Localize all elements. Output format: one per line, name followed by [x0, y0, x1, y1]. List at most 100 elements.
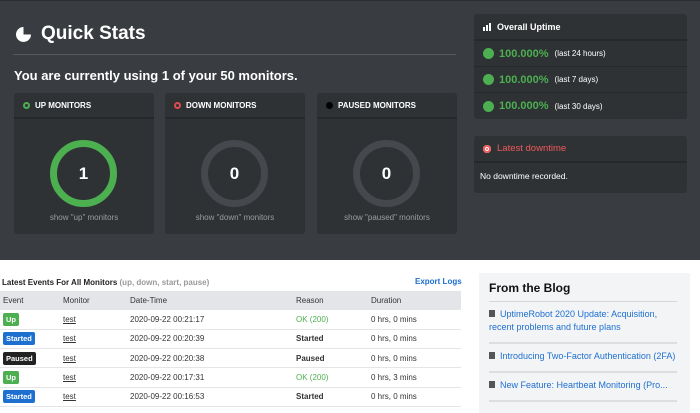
event-badge: Up [3, 312, 19, 326]
duration-cell: 0 hrs, 3 mins [368, 367, 461, 388]
status-dot-icon [484, 101, 493, 111]
uptime-value: 100.000% [499, 73, 549, 86]
paused-monitors-box: PAUSED MONITORS 0 show "paused" monitors [317, 93, 457, 234]
uptime-value: 100.000% [499, 100, 549, 112]
monitor-link[interactable]: test [63, 392, 76, 402]
uptime-period: (last 30 days) [554, 101, 603, 111]
blog-link[interactable]: Introducing Two-Factor Authentication (2… [500, 351, 676, 361]
event-cell: Started [0, 329, 60, 350]
duration-cell: 0 hrs, 0 mins [368, 348, 461, 369]
blog-item[interactable]: Introducing Two-Factor Authentication (2… [489, 344, 677, 373]
reason-cell: OK (200) [293, 310, 368, 330]
divider [13, 54, 456, 55]
title-text: Quick Stats [41, 23, 146, 44]
status-dot-icon [326, 101, 333, 109]
box-label: DOWN MONITORS [186, 100, 257, 110]
events-table: Event Monitor Date-Time Reason Duration … [0, 291, 461, 407]
document-icon [489, 381, 495, 388]
reason-cell: Started [293, 329, 368, 350]
monitor-link[interactable]: test [63, 353, 76, 363]
show-down-monitors-link[interactable]: show "down" monitors [195, 213, 275, 222]
event-badge: Up [3, 371, 19, 385]
table-row: Started test 2020-09-22 00:16:53 Started… [0, 387, 461, 407]
blog-link[interactable]: UptimeRobot 2020 Update: Acquisition, re… [489, 309, 658, 332]
reason-cell: Started [293, 387, 368, 407]
col-event: Event [0, 291, 60, 310]
uptime-period: (last 24 hours) [554, 49, 606, 58]
datetime-cell: 2020-09-22 00:16:53 [127, 387, 293, 407]
status-dot-icon [484, 49, 493, 58]
error-circle-icon [483, 144, 491, 153]
monitor-link[interactable]: test [63, 334, 76, 344]
monitor-cell: test [60, 367, 127, 388]
blog-link[interactable]: New Feature: Heartbeat Monitoring (Pro..… [500, 380, 668, 390]
box-label: UP MONITORS [35, 100, 92, 110]
col-datetime: Date-Time [127, 291, 293, 310]
box-label: PAUSED MONITORS [338, 100, 416, 110]
table-row: Up test 2020-09-22 00:21:17 OK (200) 0 h… [0, 310, 461, 330]
event-badge: Paused [3, 351, 36, 365]
uptime-row: 100.000% (last 30 days) [474, 93, 687, 119]
latest-downtime-box: Latest downtime No downtime recorded. [474, 136, 687, 193]
reason-cell: Paused [293, 348, 368, 369]
duration-cell: 0 hrs, 0 mins [368, 387, 461, 407]
events-title: Latest Events For All Monitors (up, down… [2, 278, 209, 287]
blog-title: From the Blog [489, 281, 677, 302]
up-count-ring: 1 [50, 140, 117, 207]
uptime-period: (last 7 days) [554, 75, 599, 84]
monitor-cell: test [60, 387, 127, 407]
uptime-row: 100.000% (last 7 days) [474, 67, 687, 93]
document-icon [489, 352, 495, 359]
quick-stats-panel: Quick Stats You are currently using 1 of… [0, 0, 700, 260]
usage-text: You are currently using 1 of your 50 mon… [14, 68, 298, 83]
event-badge: Started [3, 390, 35, 404]
overall-uptime-box: Overall Uptime 100.000% (last 24 hours) 1… [474, 14, 687, 119]
datetime-cell: 2020-09-22 00:20:38 [127, 348, 293, 369]
monitor-cell: test [60, 348, 127, 369]
status-dot-icon [484, 75, 493, 84]
status-dot-icon [174, 101, 181, 109]
down-monitors-box: DOWN MONITORS 0 show "down" monitors [165, 93, 305, 234]
monitor-link[interactable]: test [63, 373, 76, 383]
event-cell: Paused [0, 348, 60, 369]
datetime-cell: 2020-09-22 00:20:39 [127, 329, 293, 350]
bar-chart-icon [483, 22, 491, 31]
table-row: Started test 2020-09-22 00:20:39 Started… [0, 329, 461, 350]
table-row: Paused test 2020-09-22 00:20:38 Paused 0… [0, 348, 461, 369]
paused-count-ring: 0 [353, 140, 420, 207]
blog-panel: From the Blog UptimeRobot 2020 Update: A… [479, 273, 690, 413]
up-monitors-box: UP MONITORS 1 show "up" monitors [14, 93, 154, 234]
event-cell: Up [0, 367, 60, 388]
blog-item[interactable]: New Feature: Heartbeat Monitoring (Pro..… [489, 373, 677, 402]
table-row: Up test 2020-09-22 00:17:31 OK (200) 0 h… [0, 367, 461, 388]
event-cell: Up [0, 310, 60, 330]
reason-cell: OK (200) [293, 367, 368, 388]
event-cell: Started [0, 387, 60, 407]
event-badge: Started [3, 332, 35, 346]
uptime-row: 100.000% (last 24 hours) [474, 41, 687, 67]
col-reason: Reason [293, 291, 368, 310]
events-subtitle: (up, down, start, pause) [119, 278, 210, 287]
datetime-cell: 2020-09-22 00:21:17 [127, 310, 293, 330]
quick-stats-title: Quick Stats [16, 23, 146, 45]
status-dot-icon [23, 101, 30, 109]
blog-item[interactable]: UptimeRobot 2020 Update: Acquisition, re… [489, 302, 677, 344]
downtime-text: No downtime recorded. [480, 171, 568, 181]
monitor-link[interactable]: test [63, 314, 76, 324]
duration-cell: 0 hrs, 0 mins [368, 329, 461, 350]
duration-cell: 0 hrs, 0 mins [368, 310, 461, 330]
export-logs-link[interactable]: Export Logs [415, 277, 462, 286]
document-icon [489, 310, 495, 317]
downtime-title: Latest downtime [497, 143, 567, 154]
pie-chart-icon [16, 26, 31, 42]
col-monitor: Monitor [60, 291, 127, 310]
show-up-monitors-link[interactable]: show "up" monitors [49, 213, 119, 222]
monitor-cell: test [60, 310, 127, 330]
uptime-title: Overall Uptime [497, 21, 561, 32]
show-paused-monitors-link[interactable]: show "paused" monitors [344, 213, 430, 222]
datetime-cell: 2020-09-22 00:17:31 [127, 367, 293, 388]
col-duration: Duration [368, 291, 461, 310]
monitor-cell: test [60, 329, 127, 350]
events-title-text: Latest Events For All Monitors [2, 278, 118, 287]
uptime-value: 100.000% [499, 47, 549, 60]
